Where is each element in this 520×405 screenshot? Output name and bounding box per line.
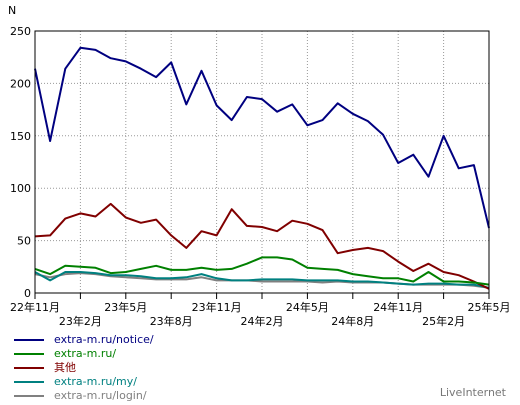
legend-label: extra-m.ru/notice/	[54, 333, 154, 346]
legend-swatch	[14, 395, 44, 397]
series-line	[34, 271, 490, 289]
legend-swatch	[14, 367, 44, 369]
y-tick-label: 100	[10, 182, 31, 195]
legend-swatch	[14, 353, 44, 355]
x-tick-label: 24年5月	[286, 300, 329, 314]
series-line	[34, 202, 490, 290]
legend-label: extra-m.ru/	[54, 347, 117, 360]
legend-label: 其他	[54, 361, 76, 374]
series-line	[34, 46, 490, 229]
y-tick-label: 200	[10, 77, 31, 90]
y-tick-label: 0	[24, 287, 31, 300]
x-tick-label: 23年2月	[59, 314, 102, 328]
y-tick-label: 250	[10, 25, 31, 38]
x-tick-label: 25年5月	[468, 300, 511, 314]
x-tick-label: 22年11月	[10, 300, 60, 314]
x-tick-label: 24年2月	[241, 314, 284, 328]
watermark: LiveInternet	[439, 386, 506, 399]
series-line	[34, 256, 490, 286]
x-tick-label: 24年8月	[331, 314, 374, 328]
y-tick-label: 50	[17, 235, 31, 248]
y-axis-label: N	[8, 4, 16, 17]
plot-frame	[34, 30, 490, 294]
x-tick-label: 23年8月	[150, 314, 193, 328]
legend-swatch	[14, 339, 44, 341]
grid	[34, 31, 490, 299]
x-tick-label: 23年5月	[104, 300, 147, 314]
y-tick-label: 150	[10, 130, 31, 143]
x-tick-label: 23年11月	[192, 300, 242, 314]
legend-label: extra-m.ru/my/	[54, 375, 137, 388]
legend-swatch	[14, 381, 44, 383]
x-tick-label: 25年2月	[422, 314, 465, 328]
series-lines	[34, 46, 490, 290]
legend-label: extra-m.ru/login/	[54, 389, 147, 402]
x-tick-label: 24年11月	[373, 300, 423, 314]
